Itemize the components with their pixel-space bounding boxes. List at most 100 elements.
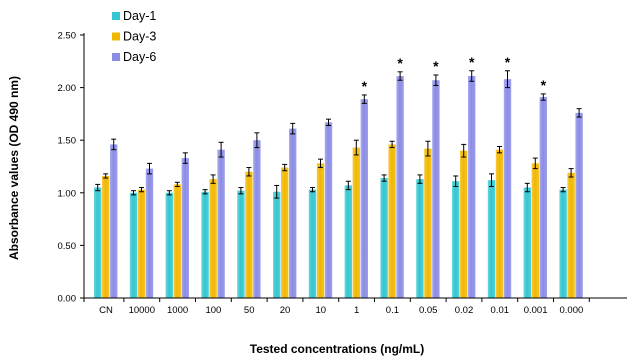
error-bar <box>540 93 546 101</box>
significance-star: * <box>469 54 475 70</box>
x-tick-label: 1 <box>354 305 359 316</box>
error-bar <box>166 190 172 196</box>
x-tick-label: CN <box>99 305 113 316</box>
error-bar <box>318 158 323 169</box>
bar-day-6 <box>575 112 583 299</box>
error-bar <box>524 182 530 193</box>
legend-swatch <box>112 12 120 20</box>
bar-day-1 <box>344 185 352 298</box>
error-bar <box>210 174 216 184</box>
significance-star: * <box>433 58 439 74</box>
bar-day-6 <box>432 80 440 299</box>
x-tick-label: 0.01 <box>491 305 510 316</box>
error-bar <box>139 187 144 193</box>
error-bar <box>532 157 538 170</box>
bar-day-1 <box>308 189 317 298</box>
bar-day-6 <box>181 158 189 298</box>
bar-day-6 <box>539 97 547 299</box>
error-bar <box>182 152 188 164</box>
error-bar <box>560 187 566 193</box>
error-bar <box>576 108 582 118</box>
y-tick-label: 1.50 <box>58 136 77 147</box>
y-tick-label: 2.50 <box>58 31 77 42</box>
bar-day-1 <box>165 192 173 298</box>
bar-day-1 <box>237 190 245 298</box>
bar-day-6 <box>324 122 333 298</box>
error-bar <box>453 175 459 187</box>
x-axis-tick-labels: CN 10000 1000 100 50 20 10 1 0.1 0.05 0.02 0.01 0.00… <box>99 305 583 316</box>
bar-day-3 <box>137 189 146 298</box>
error-bar <box>389 140 395 149</box>
significance-star: * <box>505 54 511 70</box>
legend-item-day-3: Day-3 <box>112 30 156 44</box>
significance-star: * <box>541 77 547 93</box>
bar-day-1 <box>559 189 567 298</box>
x-tick-label: 100 <box>205 305 221 316</box>
bar-day-1 <box>523 187 531 298</box>
bar-day-6 <box>145 168 154 298</box>
bar-day-1 <box>416 179 424 298</box>
legend-item-day-6: Day-6 <box>112 50 156 64</box>
significance-star: * <box>397 55 403 71</box>
legend-label: Day-6 <box>123 50 156 64</box>
error-bar <box>497 146 502 154</box>
significance-star: * <box>362 78 368 94</box>
x-axis-title: Tested concentrations (ng/mL) <box>250 342 424 356</box>
x-tick-label: 20 <box>280 305 291 316</box>
x-tick-label: 0.05 <box>419 305 438 316</box>
error-bar <box>381 174 387 182</box>
error-bar <box>345 180 351 191</box>
error-bar <box>238 187 244 195</box>
axes <box>83 33 627 302</box>
x-tick-label: 0.02 <box>455 305 474 316</box>
x-tick-label: 10000 <box>129 305 155 316</box>
y-tick-label: 0.50 <box>58 241 77 252</box>
bar-day-3 <box>352 147 360 298</box>
bar-day-3 <box>173 184 181 298</box>
bar-day-6 <box>289 128 297 298</box>
error-bar <box>246 167 252 177</box>
error-bar <box>174 181 180 187</box>
y-tick-label: 1.00 <box>58 188 77 199</box>
bar-day-1 <box>201 191 209 298</box>
bar-day-6 <box>503 79 512 299</box>
error-bar <box>361 94 367 104</box>
legend-swatch <box>112 53 120 61</box>
bar-day-6 <box>253 140 261 298</box>
error-bar <box>397 71 403 81</box>
error-bars <box>95 70 582 199</box>
error-bar <box>274 184 280 199</box>
error-bar <box>131 190 136 196</box>
bar-day-3 <box>209 179 217 298</box>
bar-day-6 <box>217 149 225 298</box>
error-bar <box>568 168 574 178</box>
y-axis-title: Absorbance values (OD 490 nm) <box>7 76 21 260</box>
error-bar <box>417 174 423 184</box>
error-bar <box>202 189 208 195</box>
significance-markers: * * * * * * <box>362 54 547 94</box>
bar-day-1 <box>487 180 496 298</box>
bar-day-3 <box>388 144 396 298</box>
error-bar <box>505 70 510 89</box>
error-bar <box>290 122 296 135</box>
bar-day-1 <box>94 187 102 298</box>
x-tick-label: 50 <box>244 305 255 316</box>
error-bar <box>218 141 224 158</box>
error-bar <box>469 70 475 82</box>
bar-day-3 <box>245 171 253 298</box>
error-bar <box>282 163 288 172</box>
error-bar <box>433 74 439 86</box>
legend-item-day-1: Day-1 <box>112 9 156 23</box>
bar-day-3 <box>460 150 468 298</box>
bar-day-3 <box>281 167 289 298</box>
error-bar <box>103 173 109 179</box>
bars <box>94 76 583 299</box>
error-bar <box>425 140 431 157</box>
bar-day-3 <box>531 163 539 298</box>
y-axis-ticks: 0.00 0.50 1.00 1.50 2.00 2.50 <box>58 31 84 305</box>
x-tick-label: 0.001 <box>524 305 548 316</box>
error-bar <box>489 173 494 187</box>
bar-day-3 <box>495 149 504 298</box>
bar-day-6 <box>468 76 476 298</box>
